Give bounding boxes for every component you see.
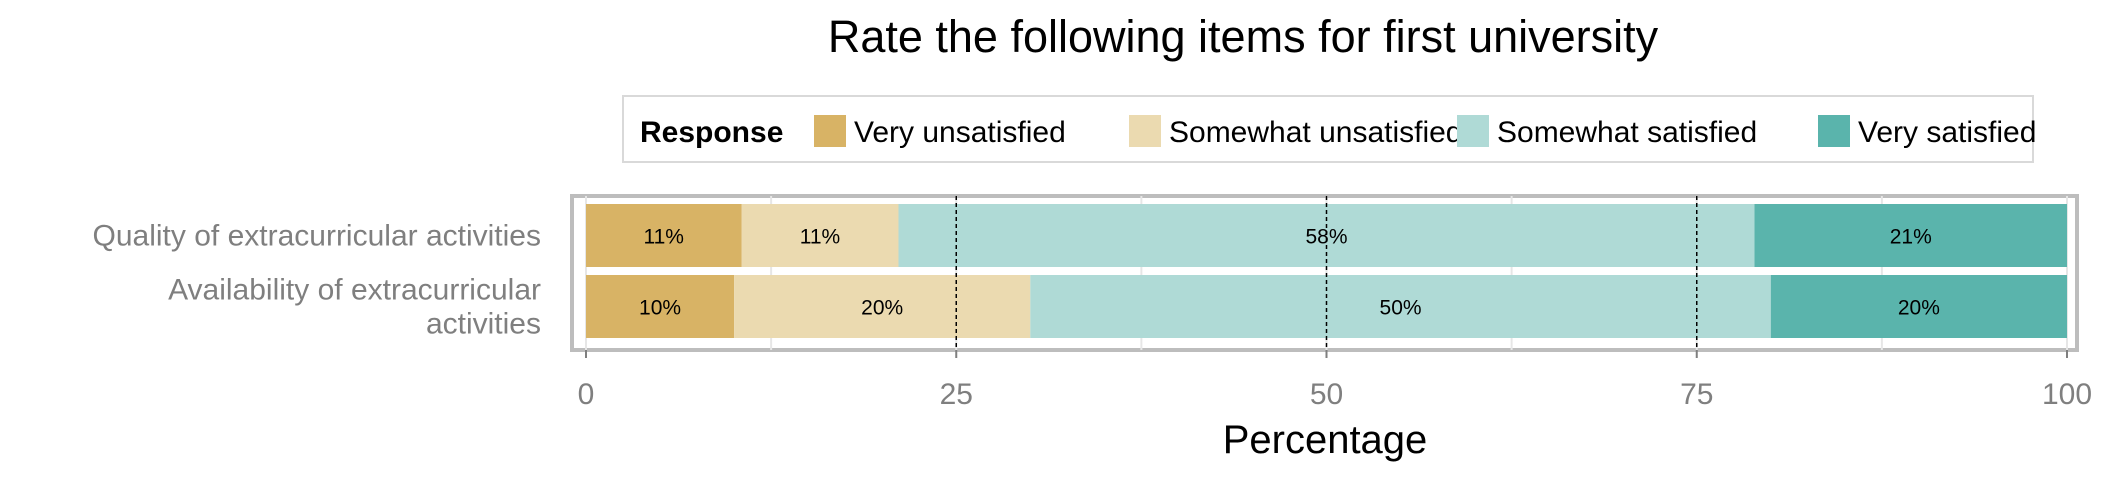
data-label: 20% (1898, 297, 1940, 320)
bar-segment (734, 275, 1031, 338)
category-label: Availability of extracurricular (168, 274, 541, 307)
legend-title: Response (640, 116, 783, 149)
data-label: 10% (639, 297, 681, 320)
category-label: activities (426, 308, 541, 341)
legend-box (622, 95, 2034, 163)
bar-segment (586, 275, 735, 338)
legend-label: Very unsatisfied (854, 116, 1066, 149)
data-label: 11% (644, 226, 684, 249)
legend-label: Somewhat satisfied (1497, 116, 1757, 149)
bar-segment (741, 204, 899, 267)
x-tick-label: 0 (578, 378, 595, 411)
chart-title: Rate the following items for first unive… (828, 11, 1659, 62)
legend-swatch (1129, 115, 1161, 147)
category-label: Quality of extracurricular activities (93, 220, 541, 253)
x-tick-label: 50 (1310, 378, 1343, 411)
bar-segment (1770, 275, 2067, 338)
bar-segment (898, 204, 1755, 267)
legend-swatch (1818, 115, 1850, 147)
legend-swatch (814, 115, 846, 147)
data-label: 50% (1380, 297, 1422, 320)
bar-segment (586, 204, 742, 267)
data-label: 11% (800, 226, 840, 249)
data-label: 21% (1890, 226, 1932, 249)
bar-segment (1030, 275, 1771, 338)
x-axis-title: Percentage (1223, 418, 1428, 462)
x-tick-label: 100 (2042, 378, 2092, 411)
legend: Response Very unsatisfied Somewhat unsati… (622, 95, 2036, 163)
legend-label: Somewhat unsatisfied (1169, 116, 1463, 149)
data-label: 58% (1305, 226, 1347, 249)
legend-label: Very satisfied (1858, 116, 2036, 149)
bar-segment (1754, 204, 2067, 267)
x-tick-label: 25 (940, 378, 973, 411)
data-label: 20% (861, 297, 903, 320)
legend-swatch (1457, 115, 1489, 147)
x-tick-label: 75 (1680, 378, 1713, 411)
